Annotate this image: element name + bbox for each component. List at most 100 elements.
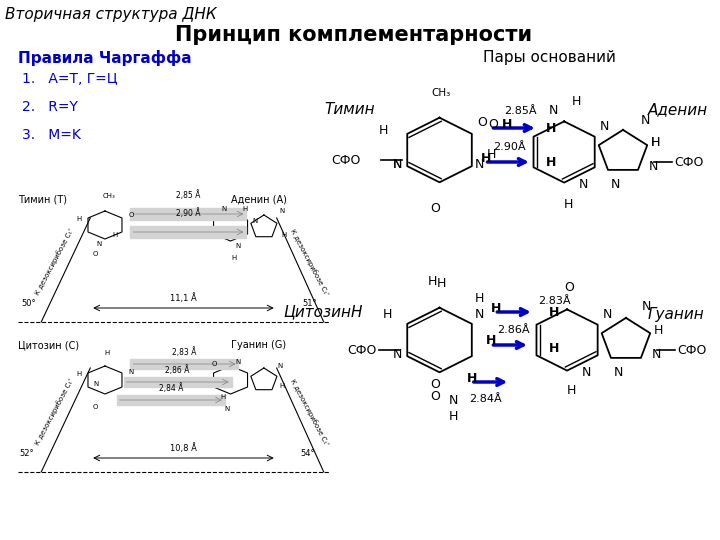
- Text: N: N: [600, 119, 609, 132]
- Text: O: O: [489, 118, 498, 131]
- Text: O: O: [477, 116, 487, 129]
- Text: H: H: [279, 383, 285, 389]
- Text: СФО: СФО: [674, 156, 703, 168]
- Text: N: N: [613, 366, 623, 379]
- Text: Гуанин: Гуанин: [647, 307, 704, 321]
- Text: H: H: [563, 198, 572, 211]
- Text: 2.85Å: 2.85Å: [504, 106, 536, 116]
- Text: H: H: [653, 323, 663, 336]
- Text: H: H: [546, 156, 557, 168]
- Text: O: O: [431, 390, 441, 403]
- Text: СФО: СФО: [332, 153, 361, 166]
- Text: СФО: СФО: [347, 343, 377, 356]
- Text: 54°: 54°: [300, 449, 315, 458]
- Text: H: H: [549, 341, 559, 354]
- Text: N: N: [475, 307, 485, 321]
- Text: H: H: [503, 118, 513, 131]
- Text: N: N: [235, 359, 241, 365]
- Text: H: H: [437, 277, 446, 290]
- Text: H: H: [428, 275, 438, 288]
- Text: N: N: [393, 158, 402, 171]
- Text: N: N: [449, 394, 458, 407]
- Text: H: H: [243, 206, 248, 212]
- Text: 11,1 Å: 11,1 Å: [170, 293, 197, 303]
- Text: N: N: [278, 363, 283, 369]
- Text: H: H: [567, 384, 576, 397]
- Text: H: H: [383, 307, 392, 321]
- Text: H: H: [76, 371, 81, 377]
- Text: Принцип комплементарности: Принцип комплементарности: [175, 25, 532, 45]
- Bar: [124, 377, 232, 387]
- Bar: [130, 359, 238, 369]
- Text: 1.   А=Т, Г=Ц: 1. А=Т, Г=Ц: [22, 72, 117, 86]
- Text: H: H: [467, 372, 477, 384]
- Text: H: H: [549, 306, 559, 319]
- Text: Пары оснований: Пары оснований: [483, 50, 616, 65]
- Text: N: N: [641, 113, 650, 126]
- Text: N: N: [642, 300, 651, 313]
- Text: Аденин (А): Аденин (А): [230, 195, 287, 205]
- Text: Правила Чаргаффа: Правила Чаргаффа: [18, 50, 192, 66]
- Text: O: O: [92, 404, 98, 410]
- Text: Тимин: Тимин: [324, 103, 375, 118]
- Text: O: O: [431, 378, 441, 391]
- Bar: [130, 208, 246, 220]
- Text: N: N: [603, 307, 612, 321]
- Text: CH₃: CH₃: [432, 88, 451, 98]
- Text: O: O: [564, 281, 574, 294]
- Bar: [117, 395, 225, 405]
- Text: H: H: [220, 394, 225, 400]
- Text: N: N: [393, 158, 402, 171]
- Text: N: N: [279, 208, 285, 214]
- Text: N: N: [579, 178, 588, 191]
- Text: 2,86 Å: 2,86 Å: [166, 365, 190, 375]
- Text: Аденин: Аденин: [647, 103, 708, 118]
- Text: 2.90Å: 2.90Å: [493, 142, 526, 152]
- Text: H: H: [572, 95, 581, 108]
- Text: H: H: [490, 301, 501, 314]
- Text: 2,83 Å: 2,83 Å: [172, 347, 197, 357]
- Text: H: H: [232, 255, 237, 261]
- Text: H: H: [104, 350, 109, 356]
- Text: К дезоксирибозе С₁': К дезоксирибозе С₁': [34, 377, 74, 446]
- Text: 2.   R=Y: 2. R=Y: [22, 100, 78, 114]
- Text: H: H: [546, 122, 557, 134]
- Text: H: H: [282, 232, 287, 238]
- Text: H: H: [76, 216, 81, 222]
- Text: H: H: [379, 124, 389, 137]
- Text: H: H: [449, 410, 458, 423]
- Text: 2.86Å: 2.86Å: [497, 325, 529, 335]
- Text: H: H: [650, 136, 660, 148]
- Text: O: O: [92, 251, 98, 257]
- Bar: [130, 226, 246, 238]
- Text: H: H: [113, 232, 118, 238]
- Text: Цитозин (С): Цитозин (С): [18, 340, 78, 350]
- Text: N: N: [224, 406, 229, 412]
- Text: 2,84 Å: 2,84 Å: [158, 383, 183, 393]
- Text: N: N: [549, 104, 558, 117]
- Text: N: N: [96, 241, 102, 247]
- Text: 2.84Å: 2.84Å: [469, 394, 502, 404]
- Text: 50°: 50°: [22, 299, 36, 308]
- Text: N: N: [129, 369, 134, 375]
- Text: Вторичная структура ДНК: Вторичная структура ДНК: [5, 7, 217, 22]
- Text: 51°: 51°: [302, 299, 317, 308]
- Text: H: H: [475, 292, 485, 305]
- Text: СФО: СФО: [677, 343, 706, 356]
- Text: H: H: [487, 148, 496, 161]
- Text: ЦитозинH: ЦитозинH: [284, 305, 363, 320]
- Text: O: O: [212, 361, 217, 367]
- Text: 2,90 Å: 2,90 Å: [176, 208, 201, 218]
- Text: H: H: [485, 334, 496, 348]
- Text: N: N: [652, 348, 661, 361]
- Text: К дезоксирибозе С₁': К дезоксирибозе С₁': [289, 377, 330, 446]
- Text: N: N: [582, 366, 591, 379]
- Text: N: N: [649, 159, 658, 172]
- Text: N: N: [393, 348, 402, 361]
- Text: O: O: [129, 212, 134, 218]
- Text: N: N: [235, 243, 241, 249]
- Text: N: N: [611, 178, 620, 191]
- Text: N: N: [94, 381, 99, 387]
- Text: 3.   M=K: 3. M=K: [22, 128, 81, 142]
- Text: N: N: [475, 158, 485, 171]
